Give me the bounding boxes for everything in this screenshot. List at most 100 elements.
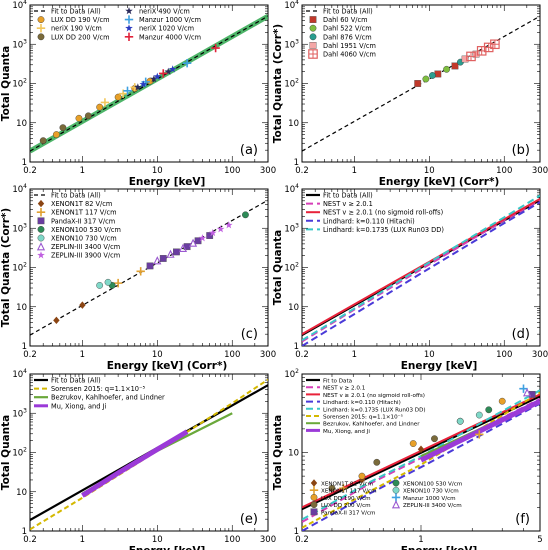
legend-label: Lindhard: k=0.110 (Hitachi) [323,217,415,225]
data-point [472,50,480,58]
svg-text:10: 10 [424,166,435,176]
svg-text:0.2: 0.2 [295,350,309,360]
svg-text:103: 103 [12,222,27,234]
data-point [490,39,500,50]
svg-text:0.2: 0.2 [295,166,309,176]
legend-label: Fit to Data (All) [323,192,373,200]
panel-label: (f) [515,512,530,527]
data-point [475,411,483,419]
data-point [198,234,207,242]
svg-text:104: 104 [284,183,299,195]
y-tick-label: 10 [16,303,27,313]
x-tick-label: 10 [152,535,163,545]
svg-text:102: 102 [12,262,27,274]
y-tick-label: 103 [12,38,27,50]
legend-label: Manzur 1000 V/cm [403,496,456,502]
data-point [136,267,145,276]
legend-label: Dahl 522 V/cm [323,25,372,33]
y-tick-label: 104 [284,183,299,195]
legend-swatch [391,500,401,509]
legend-label: NEST v ≥ 2.0.1 (no sigmoid roll-offs) [323,393,425,399]
x-axis-label: Energy [keV] [129,545,206,550]
x-tick-label: 0.2 [295,535,309,545]
y-tick-label: 102 [12,262,27,274]
y-axis-label: Total Quanta [0,415,12,490]
data-point [475,430,484,439]
x-axis-label: Energy [keV] (Corr*) [379,176,500,188]
y-axis-label: Total Quanta (Corr*) [0,208,12,327]
data-point [466,51,476,62]
svg-text:102: 102 [12,447,27,459]
data-point [168,65,177,73]
y-axis-label: Total Quanta (Corr*) [272,24,284,143]
data-point [339,484,348,493]
series-line [81,429,189,498]
data-point [166,249,175,258]
data-point [114,93,122,101]
svg-text:102: 102 [284,368,299,380]
data-point [429,72,436,79]
legend-swatch [309,42,317,49]
svg-text:1: 1 [418,535,423,545]
svg-text:102: 102 [284,262,299,274]
y-axis-label: Total Quanta [272,230,284,305]
svg-text:100: 100 [496,350,512,360]
legend-label: Sorensen 2015: q=1.1×10⁻⁵ [51,385,145,393]
x-tick-label: 10 [152,350,163,360]
x-tick-label: 300 [532,350,548,360]
legend-label: Dahl 60 V/cm [323,16,368,24]
svg-text:10: 10 [288,119,299,129]
legend: Fit to Data (All)Sorensen 2015: q=1.1×10… [34,377,165,410]
x-tick-label: 1 [80,166,85,176]
x-tick-label: 0.2 [295,166,309,176]
legend-swatch [36,242,46,251]
legend-label: Fit to Data (All) [51,377,101,385]
x-tick-label: 5 [537,535,542,545]
data-point [188,238,198,247]
legend-label: Manzur 4000 V/cm [139,33,201,41]
y-tick-label: 10 [288,303,299,313]
legend-swatch [37,16,45,23]
data-point [123,86,132,96]
data-point [79,301,86,309]
legend-label: XENON1T 82 V/cm [321,482,373,488]
svg-text:10: 10 [16,488,27,498]
data-point [242,211,249,219]
x-tick-label: 1 [418,535,423,545]
data-point [178,243,188,252]
legend-swatch [310,501,318,508]
series-line [302,402,540,531]
data-point [216,225,225,233]
legend-swatch [125,24,133,32]
minor-ticks [301,4,541,163]
legend-label: Dahl 4060 V/cm [323,51,376,59]
data-point [159,255,167,262]
minor-ticks [29,4,269,163]
svg-text:1: 1 [294,342,299,352]
svg-text:5: 5 [537,535,542,545]
x-tick-label: 10 [424,350,435,360]
legend-label: ZEPLIN-III 3400 V/cm [51,243,120,251]
legend: Fit to Data (All)XENON1T 82 V/cmXENON1T … [34,192,121,260]
legend-label: Fit to Data (All) [51,8,101,16]
legend-swatch [309,33,317,41]
series-line [302,198,540,336]
data-point [96,103,104,111]
svg-text:104: 104 [12,368,27,380]
data-point [159,69,168,78]
data-point [456,417,464,425]
legend-label: Mu, Xiong, and Ji [323,429,370,435]
data-point [153,72,162,80]
plot-content [30,13,268,154]
svg-text:0.2: 0.2 [295,535,309,545]
legend-swatch [392,479,400,487]
series-line [302,389,540,521]
y-tick-label: 104 [12,183,27,195]
series-line [302,199,540,343]
y-tick-label: 103 [12,222,27,234]
legend-swatch [36,208,46,217]
